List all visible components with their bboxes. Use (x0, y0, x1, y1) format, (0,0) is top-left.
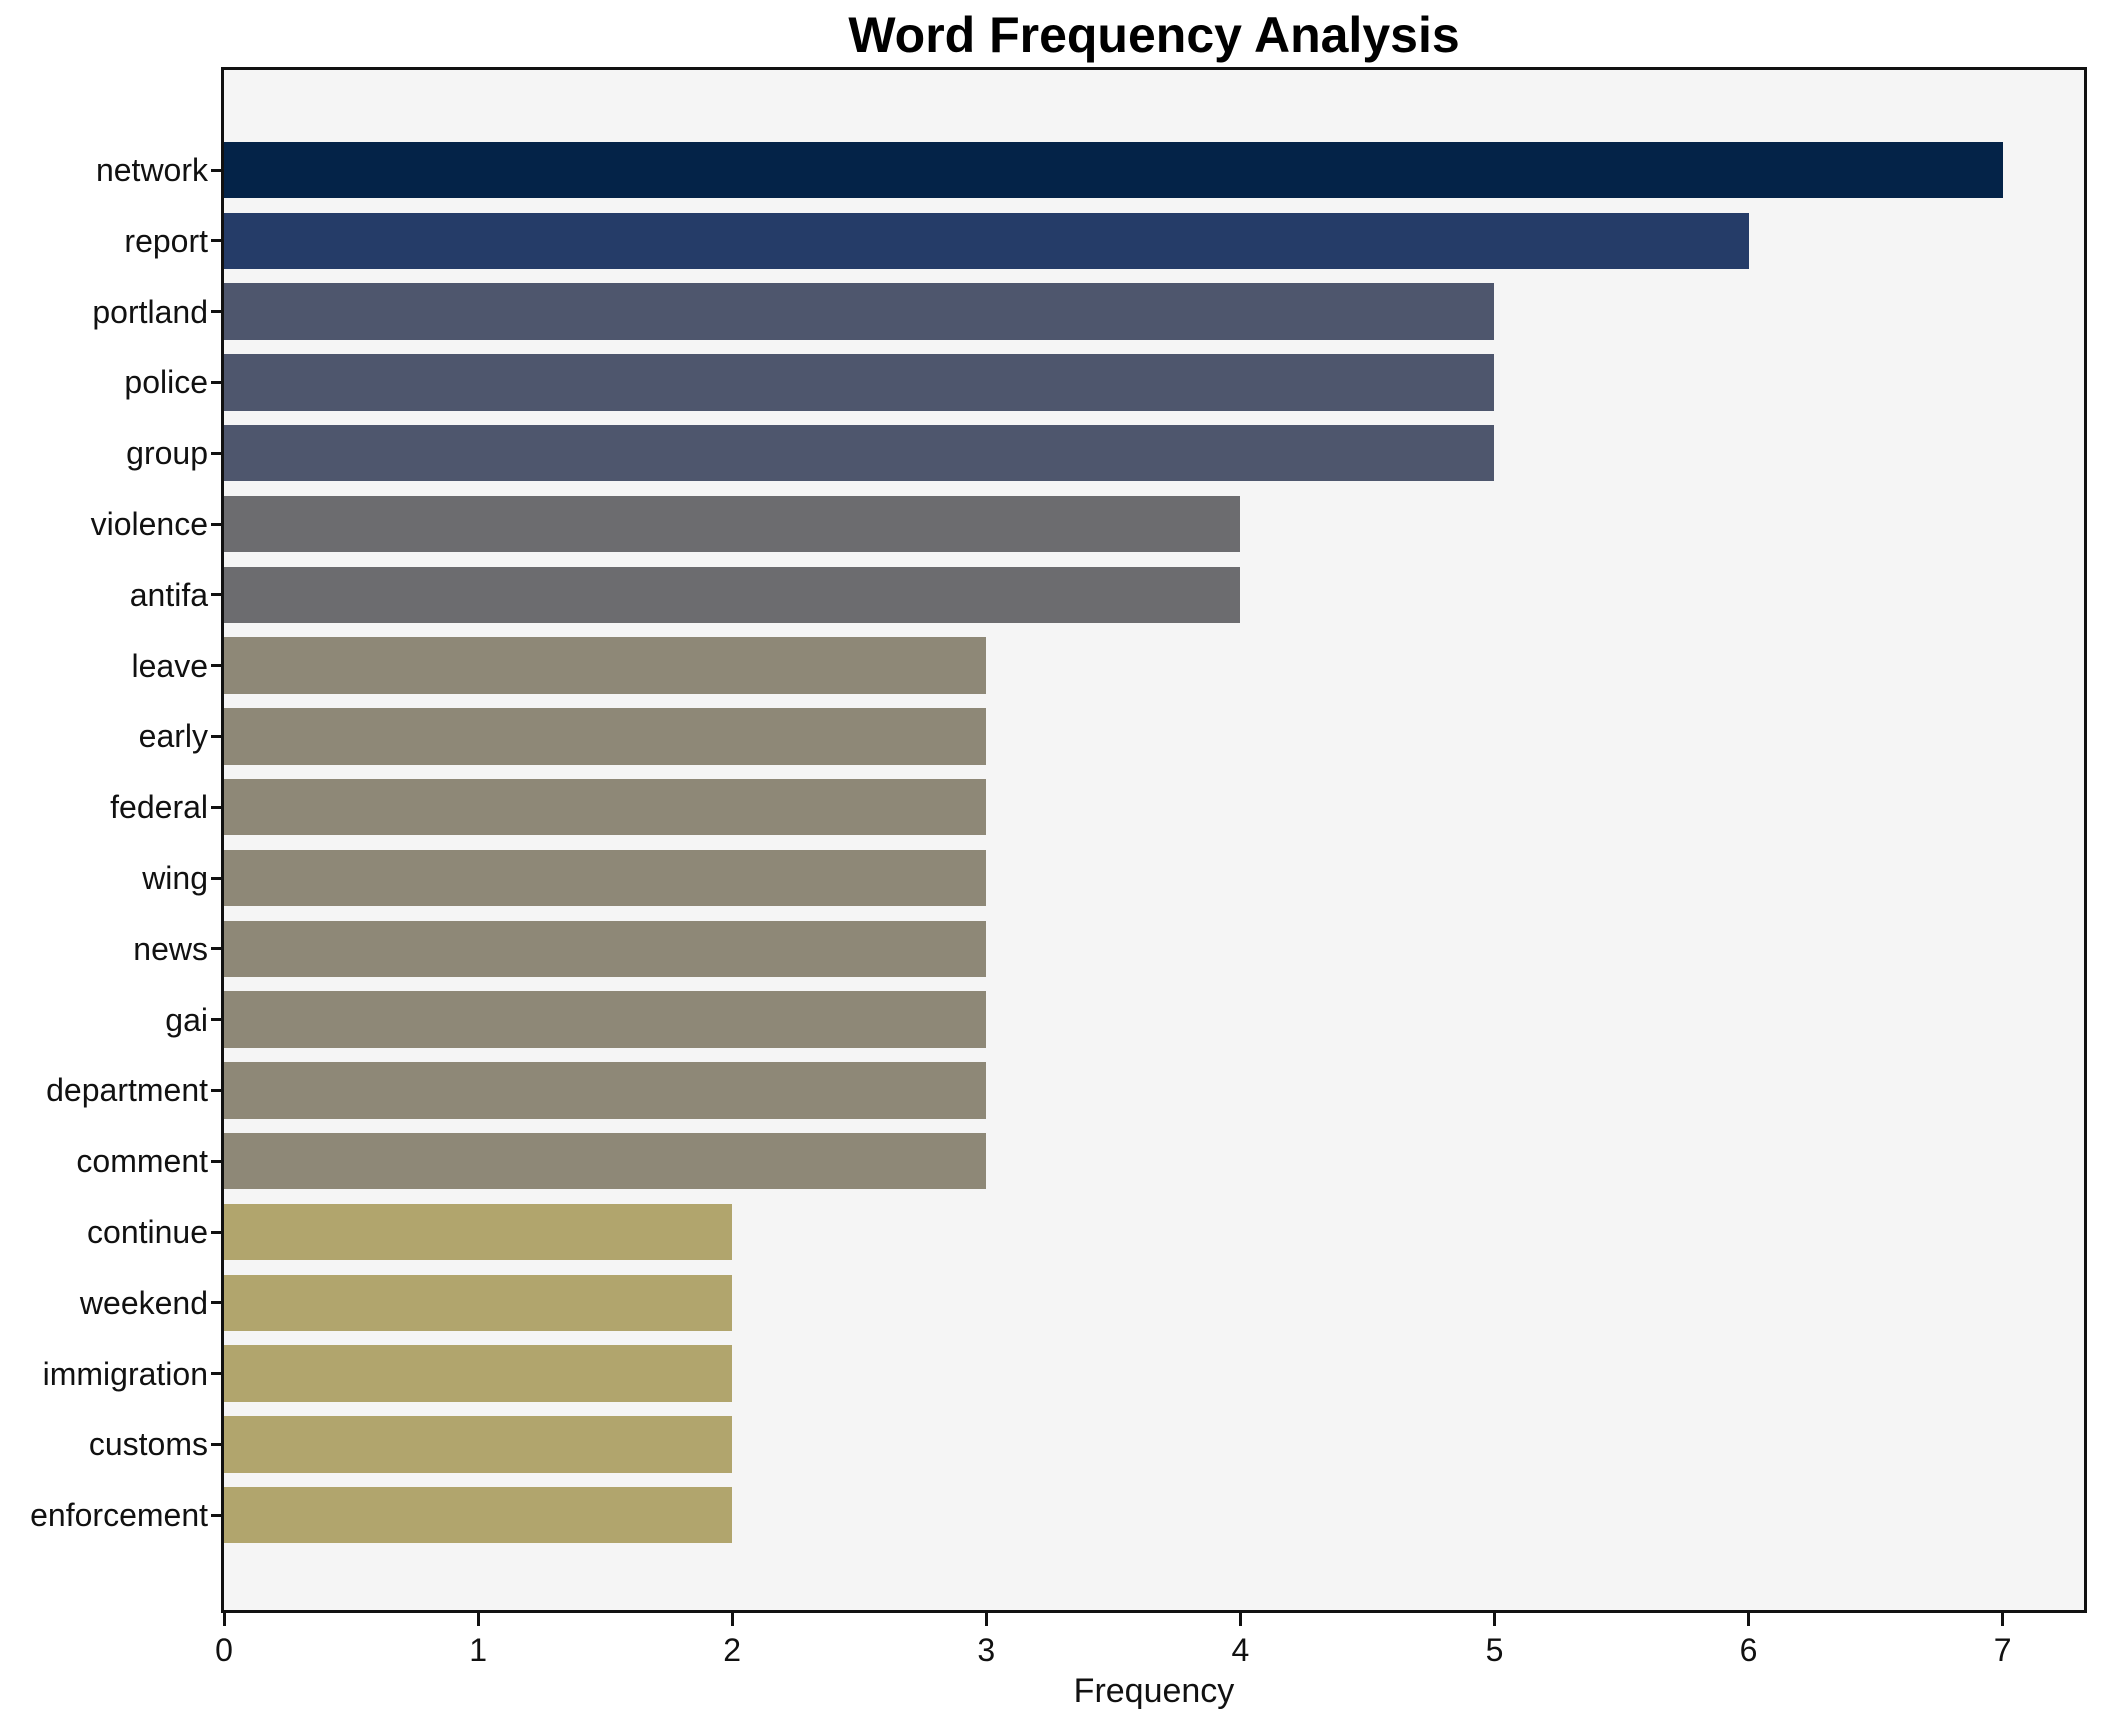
y-tick-mark (211, 310, 223, 314)
x-tick-mark (1747, 1613, 1751, 1626)
y-tick-label-continue: continue (87, 1214, 208, 1250)
y-tick-mark (211, 1442, 223, 1446)
y-tick-mark (211, 522, 223, 526)
bar-portland (224, 283, 1495, 340)
bar-network (224, 141, 2003, 199)
y-tick-mark (211, 1230, 223, 1234)
y-tick-label-customs: customs (88, 1426, 208, 1463)
y-tick-mark (211, 734, 223, 738)
bar-antifa (224, 566, 1241, 624)
y-tick-label-police: police (124, 364, 208, 401)
y-tick-mark (211, 239, 223, 243)
x-tick-label-5: 5 (1485, 1632, 1504, 1668)
y-tick-mark (211, 805, 223, 809)
x-tick-mark (984, 1613, 988, 1626)
y-tick-label-antifa: antifa (129, 576, 208, 613)
y-tick-label-portland: portland (92, 293, 208, 330)
bar-wing (224, 849, 987, 907)
y-tick-mark (211, 947, 223, 951)
y-tick-mark (211, 1372, 223, 1376)
bar-news (224, 920, 987, 978)
x-tick-label-2: 2 (723, 1632, 742, 1668)
y-tick-label-network: network (95, 152, 208, 188)
bar-federal (224, 778, 987, 836)
y-tick-label-weekend: weekend (79, 1284, 208, 1321)
y-tick-mark (211, 1159, 223, 1163)
x-tick-label-0: 0 (215, 1632, 233, 1668)
bar-weekend (224, 1274, 733, 1332)
y-tick-label-comment: comment (76, 1143, 208, 1180)
bar-department (224, 1062, 987, 1119)
x-tick-label-3: 3 (977, 1632, 996, 1668)
plot-area (221, 67, 2087, 1613)
bar-group (224, 424, 1495, 482)
y-tick-mark (211, 1018, 223, 1022)
x-tick-mark (476, 1613, 480, 1626)
bar-early (224, 708, 987, 765)
x-tick-label-6: 6 (1739, 1632, 1758, 1668)
y-tick-label-department: department (46, 1072, 208, 1109)
bar-immigration (224, 1345, 733, 1402)
y-tick-mark (211, 380, 223, 384)
bar-continue (224, 1203, 733, 1261)
y-tick-mark (211, 664, 223, 668)
x-tick-mark (222, 1613, 226, 1626)
bar-police (224, 354, 1495, 411)
y-tick-mark (211, 168, 223, 172)
y-tick-label-violence: violence (90, 506, 208, 542)
x-tick-mark (1238, 1613, 1242, 1626)
x-tick-mark (2001, 1613, 2005, 1626)
bar-comment (224, 1132, 987, 1190)
bar-enforcement (224, 1486, 733, 1544)
x-tick-mark (1492, 1613, 1496, 1626)
bar-customs (224, 1416, 733, 1473)
y-tick-label-federal: federal (110, 789, 208, 826)
x-tick-label-1: 1 (469, 1632, 487, 1668)
x-tick-mark (730, 1613, 734, 1626)
x-tick-label-4: 4 (1231, 1632, 1250, 1668)
bar-violence (224, 495, 1241, 553)
y-tick-label-gai: gai (165, 1001, 208, 1038)
bar-gai (224, 991, 987, 1048)
y-tick-mark (211, 1513, 223, 1517)
y-tick-mark (211, 1088, 223, 1092)
y-tick-label-immigration: immigration (42, 1355, 208, 1392)
y-tick-mark (211, 593, 223, 597)
x-tick-label-7: 7 (1993, 1632, 2012, 1668)
x-axis-label: Frequency (1073, 1672, 1235, 1710)
chart-title: Word Frequency Analysis (848, 7, 1460, 63)
y-tick-label-news: news (133, 930, 208, 967)
y-tick-label-wing: wing (142, 860, 208, 896)
y-tick-label-leave: leave (131, 647, 209, 684)
y-tick-label-group: group (126, 435, 208, 472)
y-tick-label-early: early (138, 718, 208, 755)
y-tick-mark (211, 876, 223, 880)
bar-report (224, 212, 1749, 270)
bar-leave (224, 637, 987, 694)
y-tick-mark (211, 1301, 223, 1305)
y-tick-label-report: report (124, 222, 208, 259)
y-tick-label-enforcement: enforcement (30, 1497, 208, 1534)
y-tick-mark (211, 451, 223, 455)
